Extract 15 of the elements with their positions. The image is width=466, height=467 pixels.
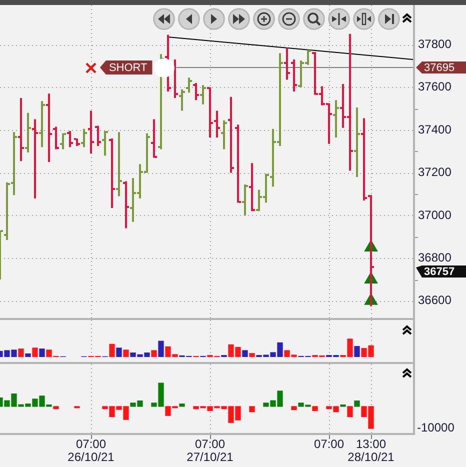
y-tick-label: 37000 (418, 208, 452, 222)
y-tick-label: 37800 (418, 36, 452, 51)
y-tick-label: 36600 (418, 293, 452, 308)
y-tick-label: 36800 (418, 250, 452, 264)
ref-line-label: 37695 (424, 62, 455, 74)
text: 36757 (424, 266, 455, 278)
x-tick-label: 07:00 27/10/21 (186, 436, 234, 464)
x-tick-label: 07:00 (314, 436, 344, 451)
x-tick-label: 13:00 28/10/21 (348, 436, 395, 464)
annotation: -10000 (417, 420, 455, 434)
x-tick-label: 07:00 26/10/21 (68, 436, 115, 464)
y-tick-label: 37200 (418, 165, 452, 180)
annotation: SHORT (108, 62, 148, 74)
y-tick-label: 37600 (418, 80, 452, 94)
y-tick-label: 37400 (418, 122, 452, 136)
